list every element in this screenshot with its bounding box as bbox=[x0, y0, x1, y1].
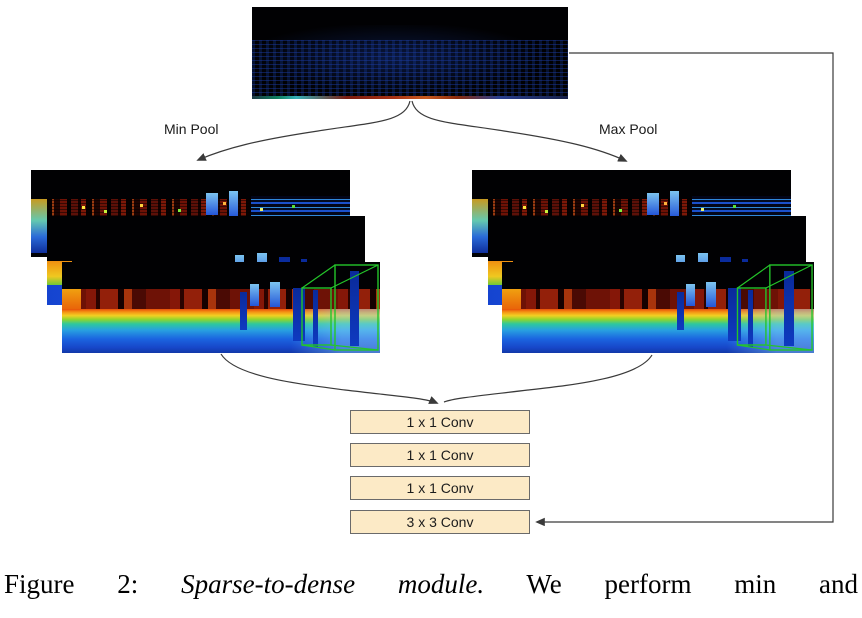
min-pool-dense-depth-image bbox=[62, 262, 380, 353]
color-specks bbox=[523, 205, 527, 209]
blue-column bbox=[270, 282, 281, 308]
left-color-strip bbox=[472, 198, 488, 253]
min-merge-arrow bbox=[220, 353, 439, 404]
zoom-inset-box bbox=[301, 264, 379, 351]
jet-gradient-ground bbox=[62, 309, 380, 353]
conv-box-3x3: 3 x 3 Conv bbox=[350, 510, 530, 534]
blue-column bbox=[249, 283, 259, 306]
min-pool-arrow bbox=[196, 100, 411, 161]
conv-box-1x1-c: 1 x 1 Conv bbox=[350, 476, 530, 500]
blue-column bbox=[706, 282, 717, 308]
dark-pole bbox=[240, 292, 248, 331]
max-pool-arrow bbox=[411, 100, 628, 162]
conv-box-1x1-b: 1 x 1 Conv bbox=[350, 443, 530, 467]
conv-box-1x1-a: 1 x 1 Conv bbox=[350, 410, 530, 434]
dark-pole bbox=[676, 292, 684, 331]
dark-pole bbox=[349, 271, 360, 346]
color-specks bbox=[82, 205, 86, 209]
blue-column bbox=[647, 192, 659, 216]
caption-title: Sparse-to-dense module. bbox=[181, 569, 485, 599]
figure-caption: Figure 2: Sparse-to-dense module. We per… bbox=[4, 569, 858, 600]
left-color-strip bbox=[31, 198, 47, 253]
sparse-depth-input-image bbox=[252, 7, 568, 99]
blue-column bbox=[669, 190, 680, 217]
bottom-color-strip bbox=[252, 96, 568, 99]
dark-pole bbox=[313, 290, 319, 347]
max-merge-arrow bbox=[443, 354, 653, 403]
zoom-inset-box bbox=[736, 264, 813, 351]
left-orange-strip bbox=[502, 289, 521, 313]
max-pool-dense-depth-image bbox=[502, 262, 814, 353]
caption-body: We perform min and bbox=[526, 569, 859, 599]
jet-gradient-ground bbox=[502, 309, 814, 353]
caption-figure-label: Figure 2: bbox=[4, 569, 139, 599]
dark-pole bbox=[784, 271, 794, 346]
left-orange-strip bbox=[62, 289, 82, 313]
dark-pole bbox=[748, 290, 754, 347]
min-pool-label: Min Pool bbox=[164, 121, 219, 137]
blue-column bbox=[206, 192, 218, 216]
depth-noise-glow bbox=[252, 25, 568, 99]
max-pool-label: Max Pool bbox=[599, 121, 658, 137]
blue-column bbox=[686, 283, 695, 306]
lidar-scanline-noise bbox=[252, 40, 568, 98]
blue-column bbox=[228, 190, 239, 217]
